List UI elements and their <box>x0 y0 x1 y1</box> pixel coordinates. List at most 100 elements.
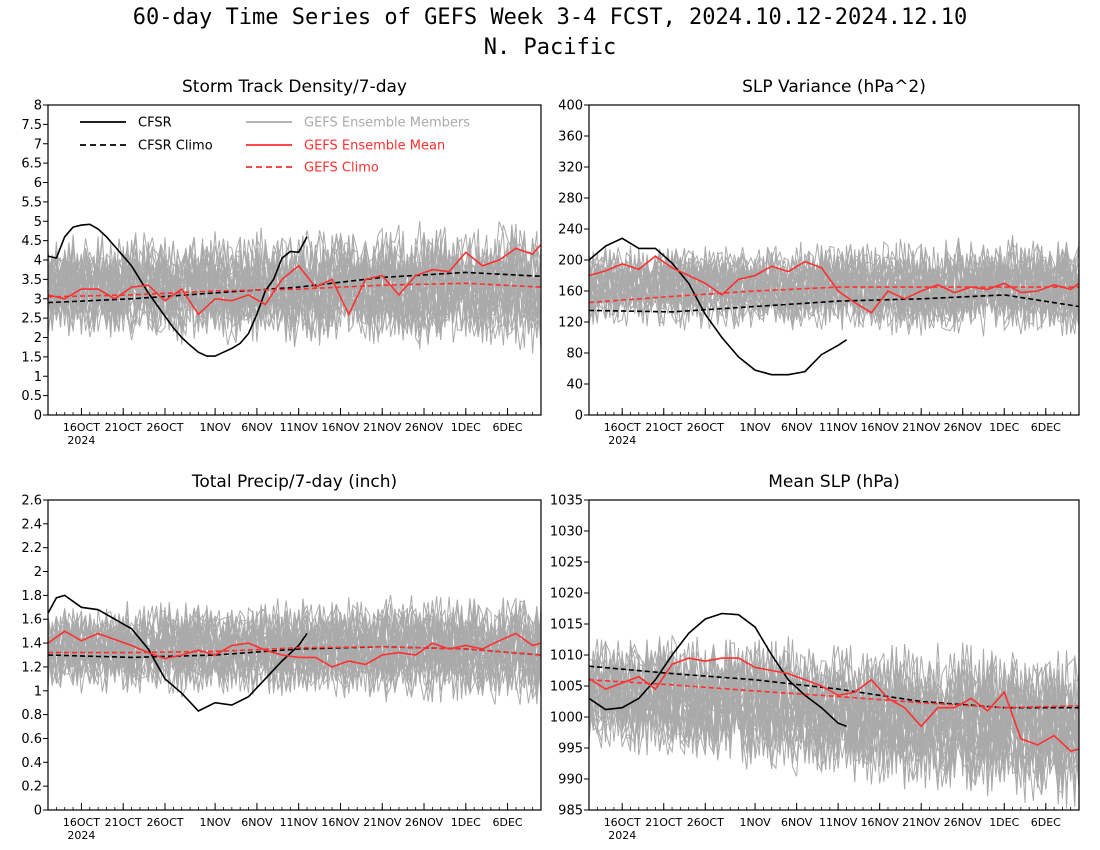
series-cfsr-climo <box>48 271 541 304</box>
ensemble-member-line <box>48 605 541 693</box>
ensemble-member-line <box>48 234 541 338</box>
x-tick-label: 11NOV <box>819 816 858 829</box>
legend-label-cfsr: CFSR <box>138 116 172 131</box>
y-tick-label: 1005 <box>550 680 583 695</box>
x-tick-label: 16OCT <box>604 816 641 829</box>
x-tick-label: 21OCT <box>105 816 142 829</box>
y-tick-label: 7.5 <box>21 118 42 133</box>
x-tick-label: 26OCT <box>687 421 724 434</box>
x-tick-label: 21NOV <box>902 421 941 434</box>
ensemble-member-line <box>48 598 541 705</box>
x-tick-label: 21NOV <box>363 816 402 829</box>
legend-label-members: GEFS Ensemble Members <box>304 116 470 131</box>
y-tick-label: 4.5 <box>21 234 42 249</box>
y-tick-label: 2.2 <box>21 541 42 556</box>
y-tick-label: 320 <box>558 161 583 176</box>
y-tick-label: 160 <box>558 285 583 300</box>
ensemble-member-line <box>48 245 541 345</box>
x-tick-label: 6DEC <box>1031 816 1061 829</box>
y-tick-label: 1030 <box>550 525 583 540</box>
x-tick-label: 26OCT <box>687 816 724 829</box>
series-gefs-ensemble-mean <box>589 657 1079 752</box>
y-tick-label: 0 <box>34 409 42 424</box>
x-tick-label: 6NOV <box>241 816 273 829</box>
x-tick-label: 6DEC <box>493 816 523 829</box>
series-cfsr <box>589 237 847 376</box>
x-tick-label: 16NOV <box>861 421 900 434</box>
x-tick-label: 6NOV <box>781 816 813 829</box>
y-tick-label: 0.5 <box>21 389 42 404</box>
x-tick-label: 26NOV <box>944 421 983 434</box>
ensemble-members <box>48 221 541 354</box>
x-tick-label: 16NOV <box>321 421 360 434</box>
x-tick-label: 16OCT <box>604 421 641 434</box>
y-tick-label: 995 <box>558 742 583 757</box>
x-tick-label: 26OCT <box>146 421 183 434</box>
y-tick-label: 1.4 <box>21 637 42 652</box>
y-tick-label: 1025 <box>550 556 583 571</box>
series-gefs-ensemble-mean <box>589 255 1079 314</box>
y-tick-label: 0.8 <box>21 708 42 723</box>
x-tick-label: 11NOV <box>280 421 319 434</box>
ensemble-member-line <box>48 230 541 336</box>
series-cfsr-climo <box>589 294 1079 313</box>
chart-title: SLP Variance (hPa^2) <box>742 77 926 97</box>
figure-title: 60-day Time Series of GEFS Week 3-4 FCST… <box>132 5 968 30</box>
y-tick-label: 7 <box>34 137 42 152</box>
y-tick-label: 0 <box>575 409 583 424</box>
x-tick-label: 26NOV <box>405 816 444 829</box>
x-tick-label: 1DEC <box>989 816 1019 829</box>
x-tick-label: 6DEC <box>493 421 523 434</box>
x-tick-label: 26OCT <box>146 816 183 829</box>
chart-panel-4: Mean SLP (hPa) 985 990 995 1000 1005 1010 1015 1… <box>550 472 1080 842</box>
legend: CFSR CFSR Climo GEFS Ensemble Members GEFS … <box>80 116 470 176</box>
x-tick-label: 16OCT <box>63 421 100 434</box>
ensemble-member-line <box>589 645 1079 776</box>
chart-panel-3: Total Precip/7-day (inch)00.20.40.60.811… <box>21 472 542 842</box>
y-tick-label: 1.6 <box>21 613 42 628</box>
y-tick-label: 2.4 <box>21 517 42 532</box>
y-tick-label: 6.5 <box>21 157 42 172</box>
x-tick-label: 1DEC <box>989 421 1019 434</box>
y-tick-label: 1 <box>34 370 42 385</box>
series-gefs-climo <box>589 679 1079 709</box>
x-tick-label: 1NOV <box>200 816 232 829</box>
y-tick-label: 0 <box>34 804 42 819</box>
y-tick-label: 2 <box>34 565 42 580</box>
y-tick-label: 40 <box>566 378 583 393</box>
x-year-label: 2024 <box>67 434 95 447</box>
ensemble-member-line <box>48 232 541 343</box>
legend-label-gefs-climo: GEFS Climo <box>304 161 379 176</box>
y-tick-label: 80 <box>566 347 583 362</box>
y-tick-label: 120 <box>558 316 583 331</box>
x-year-label: 2024 <box>608 829 636 842</box>
x-tick-label: 11NOV <box>280 816 319 829</box>
x-tick-label: 21OCT <box>645 816 682 829</box>
y-tick-label: 2 <box>34 331 42 346</box>
series-gefs-climo <box>589 286 1079 304</box>
y-tick-label: 990 <box>558 773 583 788</box>
y-tick-label: 280 <box>558 192 583 207</box>
ensemble-member-line <box>48 234 541 350</box>
x-tick-label: 6DEC <box>1031 421 1061 434</box>
y-tick-label: 2.6 <box>21 494 42 509</box>
series-gefs-climo <box>48 645 541 656</box>
series-cfsr <box>48 223 308 357</box>
series-gefs-climo <box>48 282 541 298</box>
figure-subtitle: N. Pacific <box>483 35 617 60</box>
x-tick-label: 1DEC <box>451 816 481 829</box>
x-tick-label: 1DEC <box>451 421 481 434</box>
ensemble-member-line <box>589 242 1079 328</box>
chart-panel-1: Storm Track Density/7-day 0 0.5 1 1.5 2 2.5 3 3.… <box>21 77 542 447</box>
x-tick-label: 6NOV <box>241 421 273 434</box>
ensemble-members <box>589 234 1079 337</box>
y-tick-label: 5.5 <box>21 195 42 210</box>
y-tick-label: 240 <box>558 223 583 238</box>
chart-title: Total Precip/7-day (inch) <box>191 472 397 492</box>
x-tick-label: 21OCT <box>105 421 142 434</box>
ensemble-member-line <box>589 241 1079 324</box>
y-tick-label: 5 <box>34 215 42 230</box>
y-tick-label: 360 <box>558 130 583 145</box>
chart-title: Mean SLP (hPa) <box>768 472 900 492</box>
